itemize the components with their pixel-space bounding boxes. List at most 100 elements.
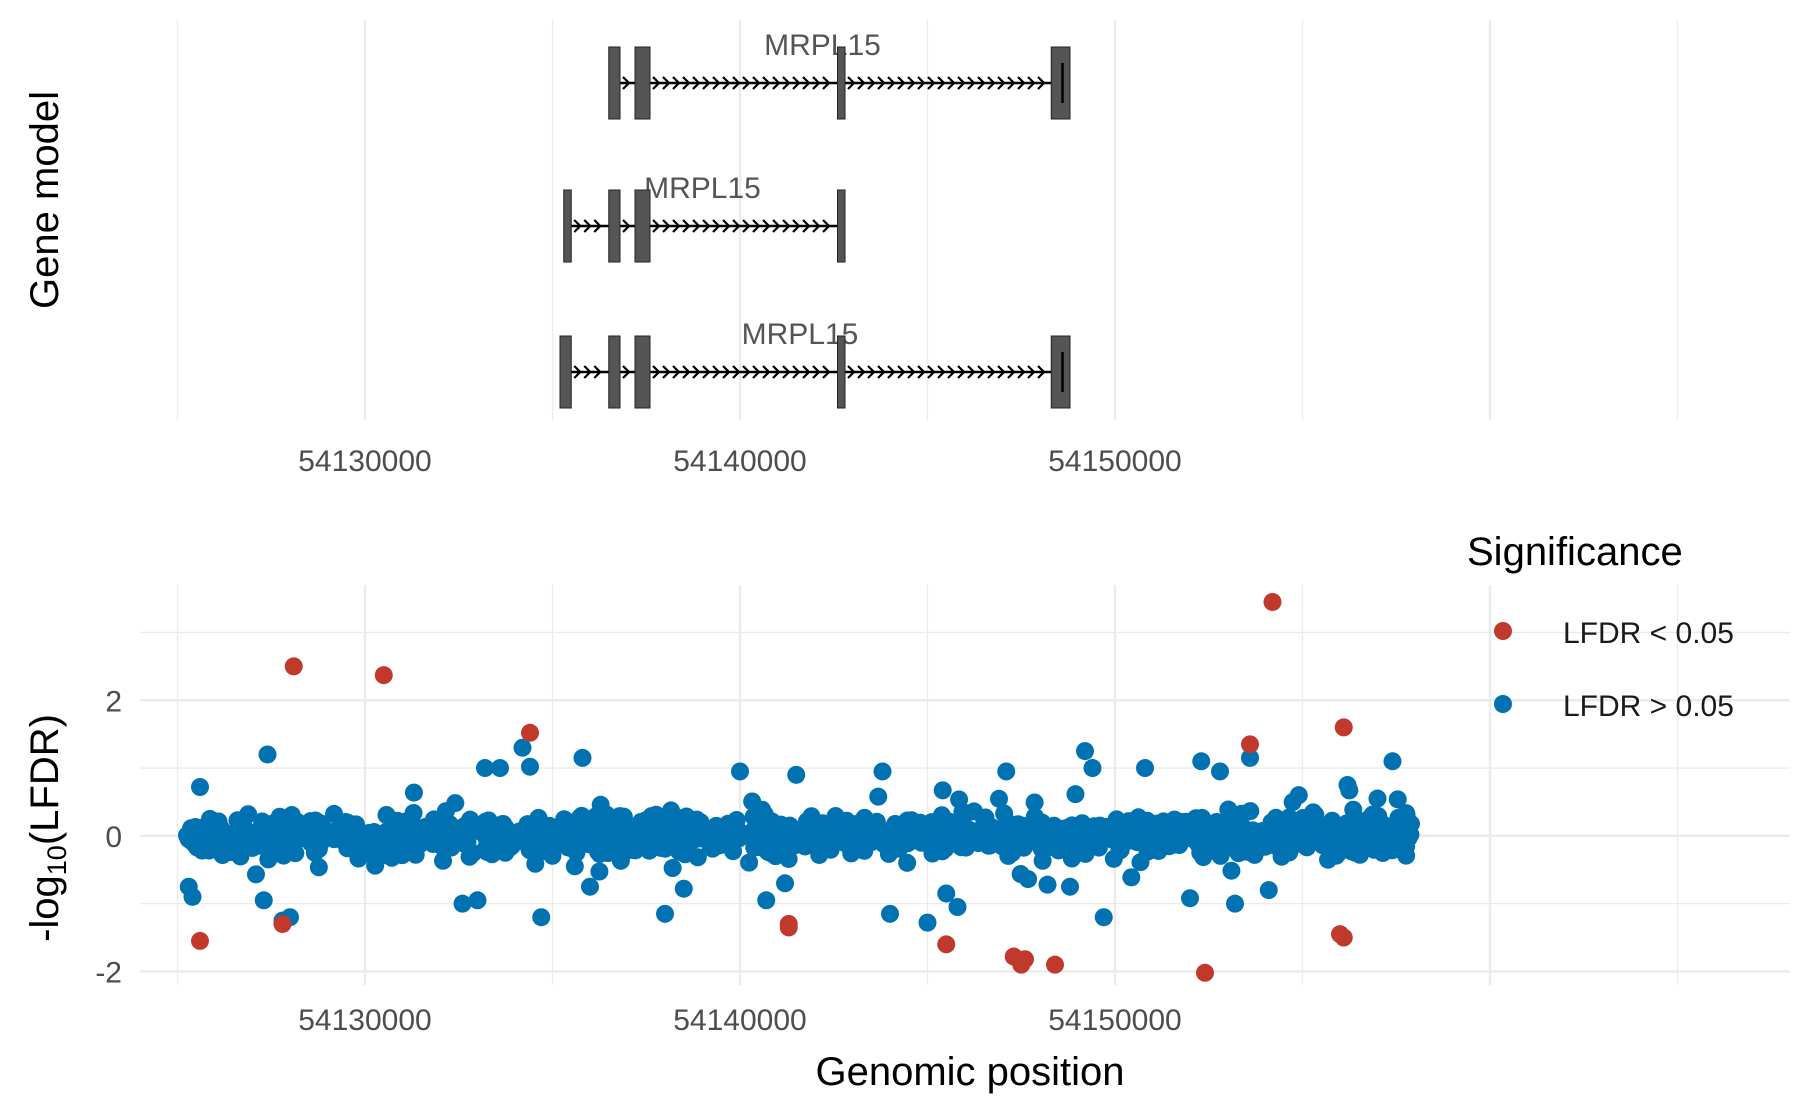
gene-x-tick-label: 54140000 xyxy=(673,445,806,478)
exon xyxy=(634,46,651,120)
y-axis-title-tail: (LFDR) xyxy=(23,714,67,845)
gene-model-grid xyxy=(176,20,1679,420)
transcript-label: MRPL15 xyxy=(764,29,881,62)
direction-chevron xyxy=(867,76,876,90)
legend-label-significant: LFDR < 0.05 xyxy=(1563,617,1734,650)
point-nonsignificant xyxy=(1019,870,1038,889)
point-nonsignificant xyxy=(513,738,532,757)
exon xyxy=(608,189,621,263)
point-significant xyxy=(1334,928,1353,947)
point-nonsignificant xyxy=(183,887,202,906)
scatter-grid xyxy=(140,585,1790,985)
direction-chevron xyxy=(802,219,811,233)
point-nonsignificant xyxy=(384,845,403,864)
gene-model-y-axis-title: Gene model xyxy=(23,91,67,309)
point-nonsignificant xyxy=(526,854,545,873)
direction-chevron xyxy=(772,365,781,379)
direction-chevron xyxy=(722,219,731,233)
direction-chevron xyxy=(937,365,946,379)
point-nonsignificant xyxy=(663,859,682,878)
point-nonsignificant xyxy=(1198,817,1217,836)
point-significant xyxy=(1196,963,1214,982)
point-nonsignificant xyxy=(912,833,931,852)
point-nonsignificant xyxy=(951,816,970,835)
point-nonsignificant xyxy=(423,814,442,833)
y-tick-label: -2 xyxy=(95,956,122,989)
point-nonsignificant xyxy=(1388,790,1407,809)
direction-chevron xyxy=(987,365,996,379)
point-significant xyxy=(191,931,209,950)
point-nonsignificant xyxy=(1259,881,1278,900)
point-nonsignificant xyxy=(268,841,287,860)
point-significant xyxy=(1046,955,1064,974)
direction-chevron xyxy=(957,365,966,379)
point-nonsignificant xyxy=(339,823,358,842)
point-nonsignificant xyxy=(804,821,823,840)
point-nonsignificant xyxy=(256,829,275,848)
point-nonsignificant xyxy=(222,843,241,862)
point-nonsignificant xyxy=(898,853,917,872)
x-axis-title: Genomic position xyxy=(815,1050,1124,1094)
point-nonsignificant xyxy=(1038,875,1057,894)
direction-chevron xyxy=(593,219,602,233)
point-nonsignificant xyxy=(1034,817,1053,836)
point-nonsignificant xyxy=(1211,762,1229,781)
point-nonsignificant xyxy=(1241,843,1260,862)
point-nonsignificant xyxy=(611,811,630,830)
transcript: MRPL15 xyxy=(563,172,846,263)
point-nonsignificant xyxy=(1258,826,1277,845)
point-nonsignificant xyxy=(597,805,616,824)
point-nonsignificant xyxy=(776,874,794,893)
point-nonsignificant xyxy=(1136,759,1154,778)
point-nonsignificant xyxy=(873,762,892,781)
direction-chevron xyxy=(742,76,751,90)
point-nonsignificant xyxy=(646,834,665,853)
point-nonsignificant xyxy=(933,842,952,861)
point-nonsignificant xyxy=(703,829,722,848)
point-significant xyxy=(937,935,956,954)
x-tick-label: 54150000 xyxy=(1048,1004,1181,1037)
point-nonsignificant xyxy=(366,856,385,875)
point-nonsignificant xyxy=(1119,812,1138,831)
exon xyxy=(559,335,572,409)
point-nonsignificant xyxy=(1314,830,1333,849)
point-nonsignificant xyxy=(258,745,277,764)
point-nonsignificant xyxy=(1226,894,1244,913)
direction-chevron xyxy=(1007,76,1016,90)
point-nonsignificant xyxy=(228,811,247,830)
direction-chevron xyxy=(937,76,946,90)
point-nonsignificant xyxy=(209,812,228,831)
point-nonsignificant xyxy=(1368,789,1387,808)
point-nonsignificant xyxy=(753,800,772,819)
direction-chevron xyxy=(583,219,592,233)
direction-chevron xyxy=(782,365,791,379)
point-nonsignificant xyxy=(1086,820,1105,839)
point-nonsignificant xyxy=(234,829,253,848)
direction-chevron xyxy=(682,76,691,90)
direction-chevron xyxy=(732,365,741,379)
point-nonsignificant xyxy=(254,891,273,910)
direction-chevron xyxy=(812,76,821,90)
point-nonsignificant xyxy=(1222,861,1241,880)
point-significant xyxy=(374,666,393,685)
direction-chevron xyxy=(702,365,711,379)
direction-chevron xyxy=(622,76,631,90)
direction-chevron xyxy=(752,76,761,90)
point-significant xyxy=(1241,735,1259,754)
nonsignificant-points xyxy=(177,738,1420,932)
point-nonsignificant xyxy=(1032,840,1051,859)
point-nonsignificant xyxy=(757,891,776,910)
direction-chevron xyxy=(573,219,582,233)
point-nonsignificant xyxy=(1055,819,1074,838)
direction-chevron xyxy=(692,76,701,90)
direction-chevron xyxy=(792,76,801,90)
gene-model-tracks: MRPL15 MRPL15 MRPL15 xyxy=(559,29,1071,409)
point-nonsignificant xyxy=(282,838,301,857)
direction-chevron xyxy=(702,219,711,233)
point-nonsignificant xyxy=(1181,889,1199,908)
direction-chevron xyxy=(917,365,926,379)
direction-chevron xyxy=(867,365,876,379)
direction-chevron xyxy=(997,76,1006,90)
point-nonsignificant xyxy=(521,757,539,776)
exon xyxy=(1050,46,1071,120)
